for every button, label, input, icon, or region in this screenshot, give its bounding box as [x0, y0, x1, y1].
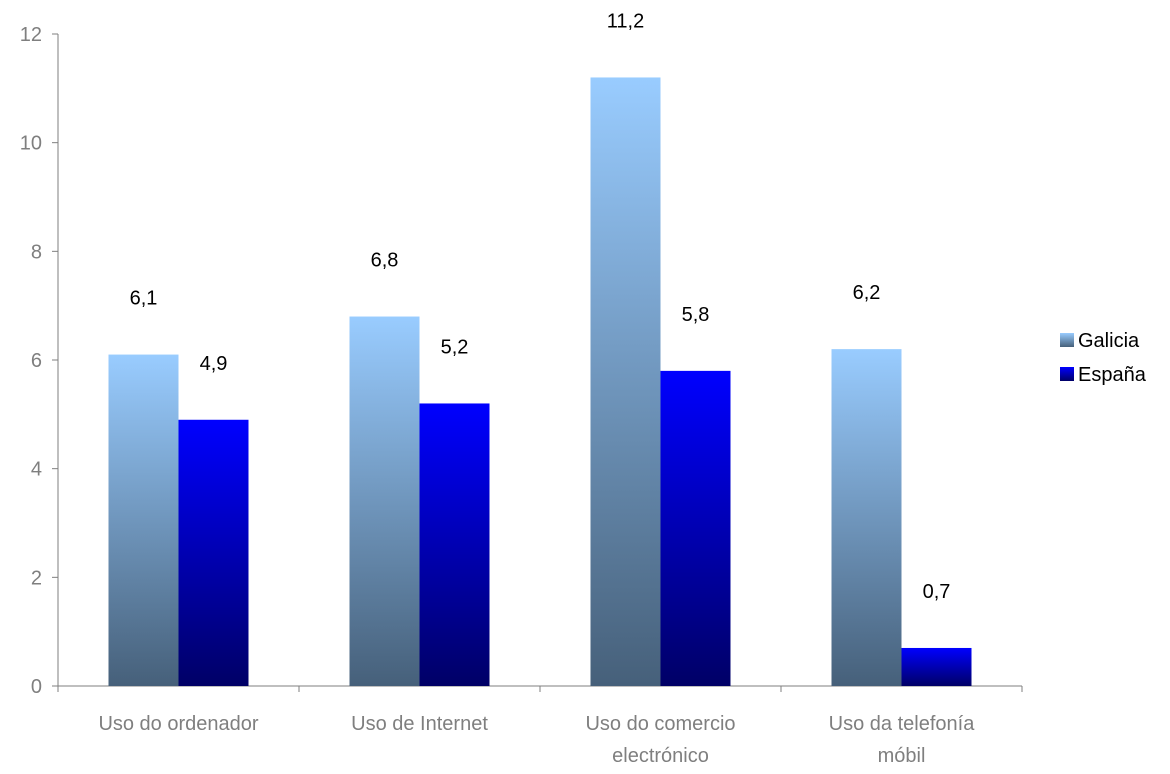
legend: Galicia España — [1060, 330, 1147, 386]
bar-galicia-0 — [108, 354, 179, 686]
data-label: 5,8 — [682, 304, 710, 326]
bar-galicia-2 — [590, 77, 661, 686]
data-label: 11,2 — [607, 10, 644, 32]
data-label: 6,8 — [371, 250, 399, 272]
legend-label: España — [1078, 364, 1147, 386]
data-label: 4,9 — [200, 353, 228, 375]
bar-galicia-1 — [349, 316, 420, 686]
bar-españa-0 — [178, 419, 249, 686]
y-tick-label: 10 — [20, 133, 42, 155]
x-category-label: Uso da telefonía — [829, 713, 976, 735]
y-tick-label: 0 — [31, 676, 42, 698]
bar-españa-2 — [660, 370, 731, 686]
bar-españa-3 — [901, 647, 972, 686]
y-tick-label: 2 — [31, 567, 42, 589]
x-category-label: Uso de Internet — [351, 713, 488, 735]
legend-swatch — [1060, 367, 1074, 381]
y-tick-label: 6 — [31, 350, 42, 372]
x-category-label: electrónico — [612, 745, 709, 767]
data-label: 0,7 — [923, 581, 951, 603]
bar-españa-1 — [419, 403, 490, 686]
data-label: 5,2 — [441, 336, 469, 358]
legend-label: Galicia — [1078, 330, 1140, 352]
y-tick-label: 4 — [31, 459, 42, 481]
y-tick-label: 12 — [20, 24, 42, 46]
x-category-label: Uso do ordenador — [98, 713, 258, 735]
legend-swatch — [1060, 333, 1074, 347]
x-category-label: Uso do comercio — [585, 713, 735, 735]
data-label: 6,1 — [130, 288, 158, 310]
x-category-label: móbil — [878, 745, 926, 767]
data-label: 6,2 — [853, 282, 881, 304]
y-tick-label: 8 — [31, 241, 42, 263]
plot-area: 0 2 4 6 8 10 12 6,1 4,9 Uso do ordenador 6,8 5,2 Uso… — [20, 10, 1023, 767]
bar-galicia-3 — [831, 349, 902, 686]
